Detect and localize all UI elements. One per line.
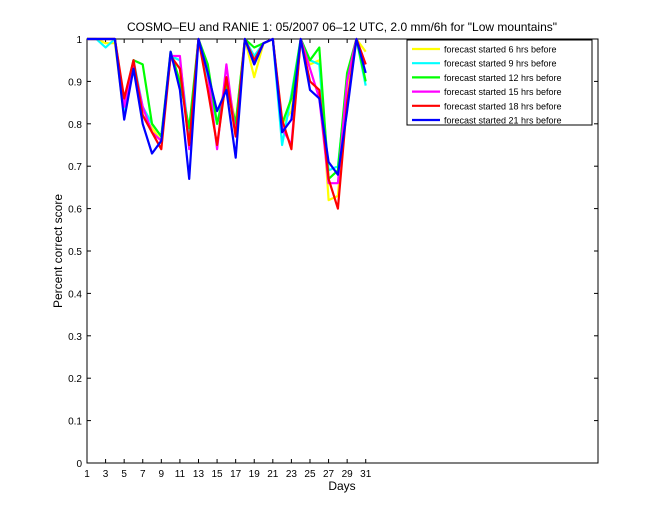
x-tick-label: 19 [249, 469, 261, 480]
legend-label: forecast started 21 hrs before [444, 116, 562, 126]
chart-title: COSMO–EU and RANIE 1: 05/2007 06–12 UTC,… [127, 20, 557, 34]
y-tick-label: 0.1 [68, 417, 82, 428]
y-tick-label: 0.3 [68, 332, 82, 343]
y-tick-label: 0.4 [68, 289, 82, 300]
x-tick-label: 27 [323, 469, 335, 480]
x-axis-label: Days [328, 479, 355, 493]
x-tick-label: 21 [267, 469, 279, 480]
series-lines [87, 37, 367, 210]
x-tick-label: 1 [84, 469, 90, 480]
y-axis-label: Percent correct score [51, 194, 65, 308]
y-tick-label: 0.5 [68, 247, 82, 258]
legend-label: forecast started 15 hrs before [444, 87, 562, 97]
y-tick-label: 0.8 [68, 120, 82, 131]
x-tick-label: 11 [175, 469, 186, 480]
legend-box [406, 39, 593, 126]
x-axis: 1 3 5 7 9 11 13 15 17 19 21 23 25 27 29 31 [84, 39, 372, 480]
legend-label: forecast started 9 hrs before [444, 59, 557, 69]
x-tick-label: 15 [212, 469, 224, 480]
x-tick-label: 3 [103, 469, 109, 480]
y-tick-label: 0.6 [68, 205, 82, 216]
x-tick-label: 9 [159, 469, 165, 480]
x-tick-label: 5 [121, 469, 127, 480]
y-tick-label: 0.9 [68, 77, 82, 88]
x-tick-label: 23 [286, 469, 298, 480]
y-tick-label: 0.7 [68, 162, 82, 173]
series-line [87, 37, 367, 210]
y-tick-label: 1 [76, 35, 82, 46]
series-line [87, 37, 367, 180]
x-tick-label: 17 [230, 469, 242, 480]
x-tick-label: 7 [140, 469, 146, 480]
x-tick-label: 13 [193, 469, 205, 480]
y-axis: 0 0.1 0.2 0.3 0.4 0.5 0.6 0.7 0.8 0.9 1 [68, 35, 598, 470]
x-tick-label: 31 [360, 469, 372, 480]
legend-label: forecast started 6 hrs before [444, 45, 557, 55]
legend-label: forecast started 12 hrs before [444, 73, 562, 83]
legend: forecast started 6 hrs before forecast st… [406, 39, 593, 126]
legend-label: forecast started 18 hrs before [444, 101, 562, 111]
x-tick-label: 25 [304, 469, 316, 480]
y-tick-label: 0 [76, 459, 82, 470]
x-tick-label: 29 [342, 469, 354, 480]
y-tick-label: 0.2 [68, 374, 82, 385]
